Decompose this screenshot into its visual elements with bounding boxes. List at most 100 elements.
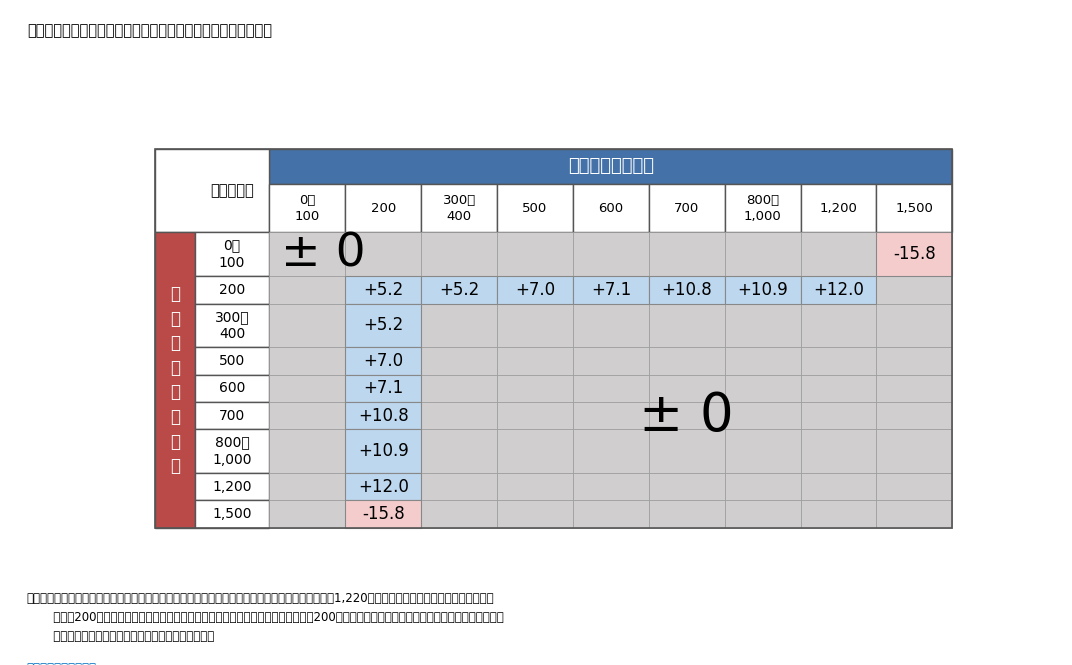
- Bar: [269, 347, 345, 374]
- Bar: [269, 473, 345, 501]
- Bar: [877, 374, 952, 402]
- Bar: [572, 430, 649, 473]
- Bar: [345, 430, 421, 473]
- Bar: [345, 184, 421, 232]
- Text: 1,500: 1,500: [895, 201, 934, 215]
- Bar: [725, 501, 801, 528]
- Text: 1,500: 1,500: [212, 507, 252, 521]
- Bar: [345, 347, 421, 374]
- Bar: [269, 402, 345, 430]
- Bar: [801, 374, 877, 402]
- Bar: [195, 430, 269, 473]
- Bar: [572, 347, 649, 374]
- Bar: [801, 276, 877, 303]
- Bar: [649, 184, 725, 232]
- Bar: [649, 232, 725, 276]
- Text: （: （: [169, 384, 180, 402]
- Text: 800～
1,000: 800～ 1,000: [744, 194, 781, 223]
- Text: -15.8: -15.8: [893, 245, 936, 263]
- Text: （出所）大和総研試算: （出所）大和総研試算: [27, 662, 96, 665]
- Text: ）: ）: [169, 457, 180, 475]
- Text: +10.9: +10.9: [738, 281, 788, 299]
- Bar: [421, 276, 497, 303]
- Bar: [345, 232, 421, 276]
- Bar: [345, 473, 421, 501]
- Bar: [421, 276, 497, 303]
- Bar: [877, 501, 952, 528]
- Bar: [345, 501, 421, 528]
- Bar: [195, 276, 269, 303]
- Text: 300～
400: 300～ 400: [214, 310, 250, 341]
- Bar: [877, 347, 952, 374]
- Bar: [195, 347, 269, 374]
- Bar: [649, 430, 725, 473]
- Bar: [572, 402, 649, 430]
- Bar: [725, 303, 801, 347]
- Bar: [345, 303, 421, 347]
- Bar: [572, 501, 649, 528]
- Bar: [649, 374, 725, 402]
- Bar: [497, 473, 572, 501]
- Text: 単位：万円: 単位：万円: [210, 183, 254, 198]
- Bar: [877, 303, 952, 347]
- Bar: [497, 184, 572, 232]
- Bar: [572, 232, 649, 276]
- Text: +7.1: +7.1: [591, 281, 631, 299]
- Bar: [725, 276, 801, 303]
- Bar: [572, 276, 649, 303]
- Bar: [877, 473, 952, 501]
- Bar: [725, 473, 801, 501]
- Bar: [345, 402, 421, 430]
- Bar: [154, 232, 195, 528]
- Bar: [195, 501, 269, 528]
- Bar: [497, 303, 572, 347]
- Bar: [877, 276, 952, 303]
- Text: 500: 500: [219, 354, 245, 368]
- Bar: [801, 347, 877, 374]
- Bar: [195, 402, 269, 430]
- Bar: [345, 430, 421, 473]
- Bar: [572, 473, 649, 501]
- Text: の: の: [169, 310, 180, 328]
- Bar: [801, 276, 877, 303]
- Bar: [801, 303, 877, 347]
- Bar: [649, 276, 725, 303]
- Text: 円: 円: [169, 432, 180, 451]
- Text: 500: 500: [522, 201, 548, 215]
- Text: 300～
400: 300～ 400: [443, 194, 476, 223]
- Bar: [269, 303, 345, 347]
- Bar: [269, 374, 345, 402]
- Text: 1,200: 1,200: [212, 480, 252, 494]
- Bar: [877, 430, 952, 473]
- Bar: [649, 501, 725, 528]
- Bar: [269, 149, 952, 184]
- Bar: [801, 184, 877, 232]
- Text: 700: 700: [674, 201, 699, 215]
- Bar: [877, 232, 952, 276]
- Bar: [269, 232, 345, 276]
- Bar: [345, 303, 421, 347]
- Text: 夫の年収（万円）: 夫の年収（万円）: [568, 158, 654, 176]
- Bar: [877, 184, 952, 232]
- Bar: [421, 303, 497, 347]
- Bar: [497, 501, 572, 528]
- Text: 万: 万: [169, 408, 180, 426]
- Bar: [269, 184, 345, 232]
- Bar: [421, 430, 497, 473]
- Text: 0～
100: 0～ 100: [219, 239, 245, 270]
- Text: +7.1: +7.1: [363, 379, 403, 397]
- Bar: [345, 374, 421, 402]
- Bar: [195, 303, 269, 347]
- Text: ± 0: ± 0: [281, 232, 366, 277]
- Bar: [195, 232, 269, 276]
- Bar: [345, 347, 421, 374]
- Bar: [497, 232, 572, 276]
- Bar: [801, 473, 877, 501]
- Text: 妻: 妻: [169, 285, 180, 303]
- Text: 図表２　配偶者控除の適用年収見直しによる家計への影響試算: 図表２ 配偶者控除の適用年収見直しによる家計への影響試算: [27, 23, 272, 39]
- Text: ± 0: ± 0: [639, 390, 734, 442]
- Bar: [497, 402, 572, 430]
- Bar: [421, 232, 497, 276]
- Text: 700: 700: [219, 409, 245, 423]
- Text: +5.2: +5.2: [440, 281, 479, 299]
